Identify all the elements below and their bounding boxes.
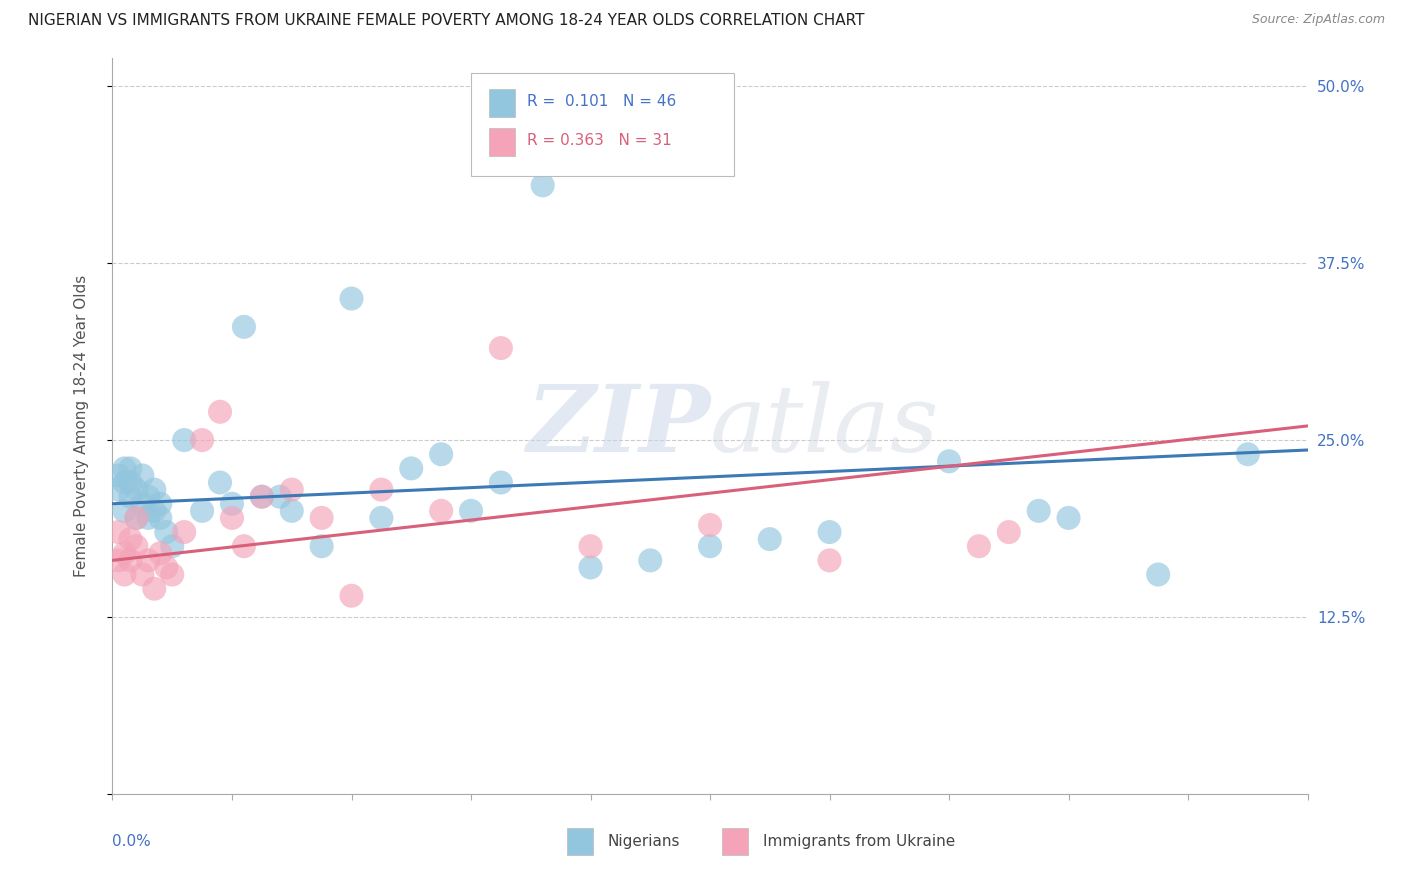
Point	[114, 461, 135, 475]
Bar	[489, 89, 515, 117]
Text: 0.0%: 0.0%	[112, 834, 152, 849]
Point	[209, 475, 232, 490]
Point	[699, 539, 721, 553]
Point	[131, 497, 153, 511]
Point	[191, 504, 214, 518]
Point	[125, 511, 148, 525]
Bar	[567, 829, 593, 855]
Bar	[723, 829, 748, 855]
Point	[967, 539, 990, 553]
Point	[250, 490, 273, 504]
Point	[131, 468, 153, 483]
Point	[250, 490, 273, 504]
Point	[120, 532, 142, 546]
Point	[120, 461, 142, 475]
Point	[370, 511, 392, 525]
Point	[107, 483, 129, 497]
Point	[120, 490, 142, 504]
Bar	[489, 128, 515, 156]
Point	[1057, 511, 1080, 525]
Point	[640, 553, 662, 567]
Point	[430, 447, 453, 461]
Point	[221, 511, 243, 525]
Point	[120, 475, 142, 490]
Text: Nigerians: Nigerians	[607, 834, 679, 849]
Point	[233, 319, 256, 334]
Point	[125, 483, 148, 497]
Point	[114, 546, 135, 560]
Point	[107, 468, 129, 483]
Point	[818, 524, 841, 539]
Point	[155, 524, 177, 539]
Point	[173, 433, 195, 447]
Point	[489, 341, 512, 355]
Point	[489, 475, 512, 490]
Point	[149, 511, 172, 525]
Point	[1028, 504, 1050, 518]
Point	[138, 490, 160, 504]
Text: R =  0.101   N = 46: R = 0.101 N = 46	[527, 94, 676, 109]
Point	[149, 546, 172, 560]
Point	[149, 497, 172, 511]
Text: Source: ZipAtlas.com: Source: ZipAtlas.com	[1251, 13, 1385, 27]
Point	[114, 567, 135, 582]
Point	[311, 539, 333, 553]
Point	[938, 454, 960, 468]
Point	[114, 504, 135, 518]
Point	[114, 475, 135, 490]
Point	[209, 405, 232, 419]
Point	[818, 553, 841, 567]
Point	[155, 560, 177, 574]
Point	[370, 483, 392, 497]
FancyBboxPatch shape	[471, 72, 734, 176]
Point	[162, 567, 183, 582]
Point	[143, 483, 166, 497]
Point	[233, 539, 256, 553]
Point	[531, 178, 554, 193]
Point	[281, 483, 304, 497]
Point	[460, 504, 482, 518]
Point	[1147, 567, 1170, 582]
Point	[699, 518, 721, 533]
Point	[162, 539, 183, 553]
Point	[998, 524, 1021, 539]
Text: R = 0.363   N = 31: R = 0.363 N = 31	[527, 133, 672, 148]
Point	[138, 511, 160, 525]
Point	[340, 589, 363, 603]
Point	[125, 539, 148, 553]
Point	[269, 490, 291, 504]
Point	[120, 553, 142, 567]
Point	[173, 524, 195, 539]
Point	[759, 532, 782, 546]
Point	[281, 504, 304, 518]
Point	[131, 567, 153, 582]
Point	[191, 433, 214, 447]
Text: Immigrants from Ukraine: Immigrants from Ukraine	[762, 834, 955, 849]
Point	[138, 553, 160, 567]
Point	[579, 539, 602, 553]
Point	[579, 560, 602, 574]
Point	[1237, 447, 1260, 461]
Point	[107, 553, 129, 567]
Point	[430, 504, 453, 518]
Point	[125, 511, 148, 525]
Point	[401, 461, 423, 475]
Y-axis label: Female Poverty Among 18-24 Year Olds: Female Poverty Among 18-24 Year Olds	[75, 275, 89, 577]
Point	[143, 582, 166, 596]
Point	[340, 292, 363, 306]
Point	[107, 524, 129, 539]
Point	[221, 497, 243, 511]
Text: atlas: atlas	[710, 381, 939, 471]
Point	[143, 504, 166, 518]
Point	[311, 511, 333, 525]
Text: ZIP: ZIP	[526, 381, 710, 471]
Text: NIGERIAN VS IMMIGRANTS FROM UKRAINE FEMALE POVERTY AMONG 18-24 YEAR OLDS CORRELA: NIGERIAN VS IMMIGRANTS FROM UKRAINE FEMA…	[28, 13, 865, 29]
